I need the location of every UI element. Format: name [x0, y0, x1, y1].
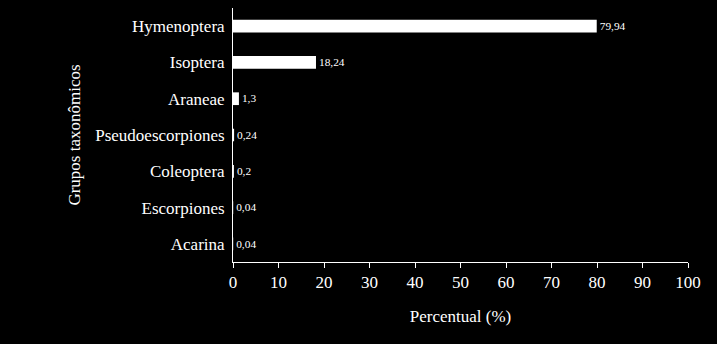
svg-text:Hymenoptera: Hymenoptera — [132, 17, 225, 36]
svg-text:Escorpiones: Escorpiones — [142, 199, 225, 218]
svg-text:Acarina: Acarina — [171, 235, 225, 254]
svg-text:1,3: 1,3 — [242, 92, 257, 104]
svg-text:30: 30 — [361, 273, 378, 292]
svg-text:79,94: 79,94 — [600, 20, 626, 32]
svg-text:100: 100 — [675, 273, 701, 292]
svg-text:Araneae: Araneae — [168, 90, 225, 109]
svg-text:10: 10 — [270, 273, 287, 292]
svg-text:20: 20 — [316, 273, 333, 292]
svg-text:0: 0 — [229, 273, 238, 292]
svg-text:0,04: 0,04 — [236, 201, 256, 213]
svg-text:70: 70 — [543, 273, 560, 292]
svg-text:0,24: 0,24 — [237, 129, 257, 141]
svg-text:40: 40 — [407, 273, 424, 292]
svg-text:Percentual (%): Percentual (%) — [410, 307, 511, 326]
svg-text:0,04: 0,04 — [236, 238, 256, 250]
svg-text:Isoptera: Isoptera — [170, 53, 225, 72]
svg-text:50: 50 — [452, 273, 469, 292]
svg-text:90: 90 — [634, 273, 651, 292]
svg-text:Grupos taxonômicos: Grupos taxonômicos — [65, 64, 84, 205]
svg-text:Coleoptera: Coleoptera — [150, 162, 225, 181]
svg-text:60: 60 — [498, 273, 515, 292]
svg-text:80: 80 — [589, 273, 606, 292]
svg-text:0,2: 0,2 — [237, 165, 252, 177]
svg-text:18,24: 18,24 — [319, 56, 345, 68]
svg-text:Pseudoescorpiones: Pseudoescorpiones — [95, 126, 224, 145]
